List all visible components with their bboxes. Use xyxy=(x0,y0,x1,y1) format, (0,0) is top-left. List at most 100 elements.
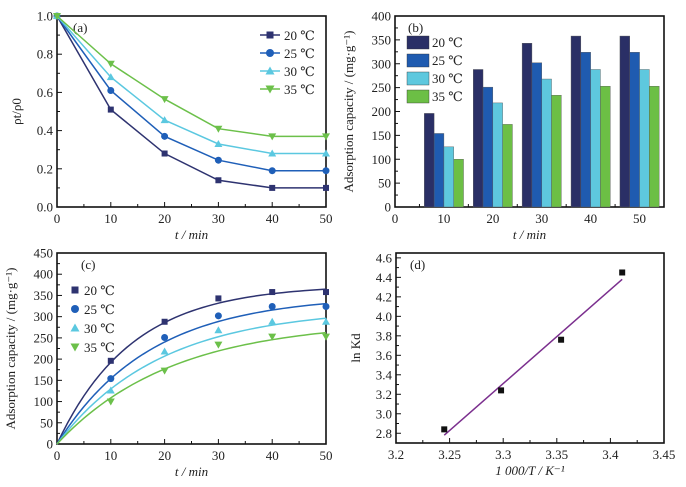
legend-label: 20 ℃ xyxy=(432,35,463,50)
x-axis-label: t / min xyxy=(175,464,208,479)
bar xyxy=(453,159,464,208)
y-tick-label: 150 xyxy=(34,373,54,388)
y-tick-label: 50 xyxy=(378,176,391,191)
data-point xyxy=(269,184,276,191)
x-tick-label: 20 xyxy=(158,211,171,226)
data-point xyxy=(268,133,277,141)
legend-swatch xyxy=(406,35,430,50)
y-tick-label: 2.8 xyxy=(376,426,392,441)
data-point xyxy=(558,336,565,343)
data-point xyxy=(214,341,223,349)
legend-label: 35 ℃ xyxy=(284,82,315,97)
fit-curve xyxy=(56,317,327,445)
data-point xyxy=(214,156,222,164)
x-tick-label: 30 xyxy=(535,211,548,226)
legend-marker xyxy=(266,49,274,57)
series-line xyxy=(56,15,326,189)
bar xyxy=(619,35,630,208)
data-point xyxy=(53,13,61,20)
fit-curve xyxy=(56,331,327,445)
x-tick-label: 3.2 xyxy=(388,447,404,462)
chart-d: 3.2 3.25 3.3 3.35 3.4 3.45 2.8 3.0 3.2 3.4 3.6 3.8 4… xyxy=(348,250,675,478)
y-tick-label: 4.4 xyxy=(376,270,393,285)
legend-marker xyxy=(70,323,80,332)
x-tick-label: 3.3 xyxy=(495,447,511,462)
x-axis-label: t / min xyxy=(175,227,208,242)
data-point xyxy=(107,106,114,113)
panel-label: (d) xyxy=(410,257,425,272)
data-point xyxy=(619,269,626,276)
y-axis-label: Adsorption capacity / (mg·g⁻¹) xyxy=(3,267,18,429)
fit-line xyxy=(443,278,623,436)
y-axis-label: ρt/ρ0 xyxy=(9,98,24,125)
data-point xyxy=(441,426,448,433)
bar xyxy=(433,133,445,208)
data-point xyxy=(107,357,114,364)
y-tick-label: 400 xyxy=(34,267,54,282)
plot-frame xyxy=(395,252,665,444)
bar xyxy=(482,86,494,208)
bar xyxy=(531,62,542,208)
x-tick-label: 50 xyxy=(320,448,333,463)
y-tick-label: 0.2 xyxy=(37,161,53,176)
data-point xyxy=(215,295,222,302)
x-tick-label: 20 xyxy=(486,211,499,226)
y-axis-label: ln Kd xyxy=(348,333,363,363)
x-axis-label: 1 000/T / K⁻¹ xyxy=(495,463,565,478)
y-tick-label: 4.6 xyxy=(376,250,393,265)
x-tick-label: 40 xyxy=(584,211,597,226)
legend-label: 25 ℃ xyxy=(432,53,463,68)
panel-label: (b) xyxy=(408,20,423,35)
x-tick-label: 40 xyxy=(266,448,279,463)
data-point xyxy=(160,367,169,375)
y-tick-label: 50 xyxy=(40,415,53,430)
bar xyxy=(590,69,601,208)
chart-c: 0 10 20 30 40 50 0 50 100 150 200 250 300 350 400 450 t … xyxy=(3,246,333,480)
y-tick-label: 300 xyxy=(372,56,392,71)
y-tick-label: 450 xyxy=(34,246,54,261)
data-point xyxy=(161,150,168,157)
data-point xyxy=(268,167,276,175)
legend-marker xyxy=(71,305,79,313)
data-point xyxy=(323,184,329,191)
y-tick-label: 4.0 xyxy=(376,309,392,324)
data-point xyxy=(214,312,222,320)
y-tick-label: 3.8 xyxy=(376,328,392,343)
x-tick-label: 0 xyxy=(54,211,61,226)
legend-marker xyxy=(266,31,274,39)
x-tick-label: 10 xyxy=(104,211,117,226)
data-point xyxy=(268,149,277,157)
panel-label: (a) xyxy=(73,20,87,35)
y-tick-label: 250 xyxy=(34,330,54,345)
data-point xyxy=(161,333,169,341)
y-tick-label: 0.4 xyxy=(37,123,54,138)
x-tick-label: 3.45 xyxy=(653,447,676,462)
data-point xyxy=(214,139,223,147)
y-tick-label: 0.6 xyxy=(37,85,54,100)
data-point xyxy=(107,86,115,94)
data-point xyxy=(106,60,115,68)
x-tick-label: 30 xyxy=(212,448,225,463)
data-point xyxy=(106,398,115,406)
y-tick-label: 0 xyxy=(385,200,392,215)
y-tick-label: 3.0 xyxy=(376,406,392,421)
data-point xyxy=(160,96,169,104)
x-tick-label: 0 xyxy=(54,448,61,463)
x-tick-label: 50 xyxy=(320,211,333,226)
data-point xyxy=(323,289,329,296)
data-point xyxy=(161,318,168,325)
data-point xyxy=(214,125,223,133)
data-point xyxy=(498,387,505,394)
legend-marker xyxy=(71,286,79,294)
legend-label: 30 ℃ xyxy=(284,64,315,79)
y-tick-label: 100 xyxy=(372,152,392,167)
legend-swatch xyxy=(406,71,430,86)
chart-b: 0 10 20 30 40 50 0 50 100 150 200 250 300 350 400 t / m… xyxy=(341,9,665,242)
data-point xyxy=(322,302,330,310)
bar xyxy=(649,85,660,208)
data-point xyxy=(106,386,115,394)
y-tick-label: 350 xyxy=(372,32,392,47)
bar xyxy=(492,102,503,208)
legend-swatch xyxy=(406,89,430,104)
series-line xyxy=(56,15,326,172)
